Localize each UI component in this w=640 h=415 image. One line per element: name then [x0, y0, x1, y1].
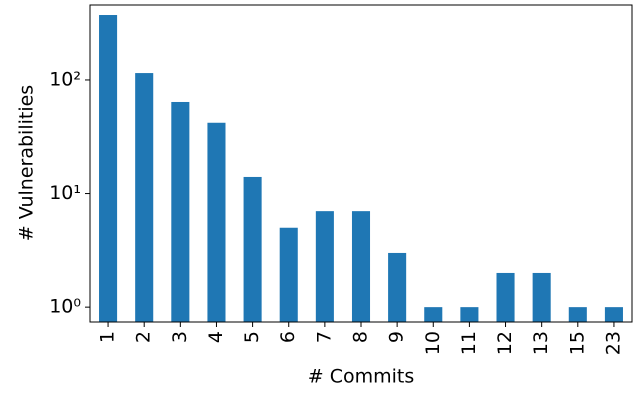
- bar: [532, 272, 551, 322]
- y-tick-label: 10⁰: [49, 296, 81, 318]
- x-axis-label: # Commits: [308, 366, 415, 388]
- bar: [568, 307, 587, 322]
- x-tick-label: 3: [169, 331, 191, 343]
- x-tick-label: 2: [133, 331, 155, 343]
- bar: [351, 211, 371, 322]
- x-tick-label: 9: [386, 331, 408, 343]
- x-tick-label: 23: [602, 331, 624, 355]
- y-tick-label: 10²: [49, 68, 81, 90]
- bar: [99, 15, 118, 322]
- x-tick-label: 12: [494, 331, 516, 355]
- plot-frame: [89, 4, 633, 323]
- x-tick-label: 7: [313, 331, 335, 343]
- bar: [279, 227, 298, 322]
- bar: [460, 307, 479, 322]
- bar: [207, 122, 226, 322]
- x-tick-label: 10: [422, 331, 444, 355]
- bar: [243, 176, 262, 322]
- bar: [315, 211, 334, 322]
- bar: [388, 252, 407, 322]
- x-tick-label: 8: [350, 331, 372, 343]
- x-tick-label: 15: [566, 331, 588, 355]
- bar: [135, 73, 154, 323]
- y-tick-label: 10¹: [49, 182, 81, 204]
- x-tick-label: 6: [277, 331, 299, 343]
- x-tick-label: 1: [97, 331, 119, 343]
- x-tick-label: 5: [241, 331, 263, 343]
- bar: [424, 307, 443, 322]
- x-tick-label: 11: [458, 331, 480, 355]
- bar: [604, 307, 623, 322]
- y-axis-label: # Vulnerabilities: [16, 85, 38, 241]
- x-tick-label: 13: [530, 331, 552, 355]
- x-tick-label: 4: [205, 331, 227, 343]
- bar: [171, 101, 190, 322]
- bar: [496, 272, 515, 322]
